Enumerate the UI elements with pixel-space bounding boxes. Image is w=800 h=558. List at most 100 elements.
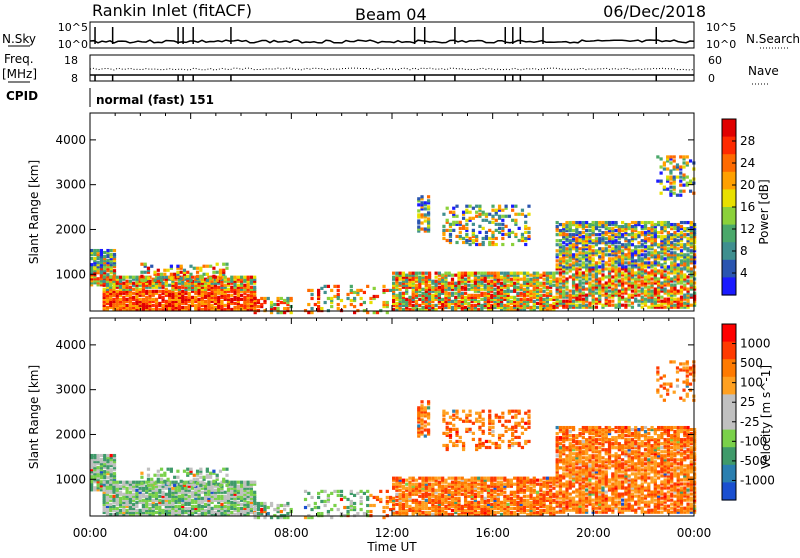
power-rti-cell <box>666 175 669 178</box>
power-rti-cell <box>186 271 189 274</box>
power-rti-cell <box>237 276 240 279</box>
power-rti-cell <box>212 267 215 270</box>
velocity-rti-cell <box>194 505 197 508</box>
power-rti-cell <box>686 237 689 240</box>
power-rti-cell <box>631 302 634 305</box>
power-rti-cell <box>103 255 106 258</box>
velocity-rti-cell <box>160 474 163 477</box>
velocity-rti-cell <box>212 470 215 473</box>
power-rti-cell <box>337 285 340 288</box>
power-rti-cell <box>180 271 183 274</box>
power-rti-cell <box>202 273 205 276</box>
power-rti-cell <box>647 251 650 254</box>
power-rti-cell <box>501 223 504 226</box>
power-rti-cell <box>488 229 491 232</box>
power-rti-cell <box>103 288 106 291</box>
power-rti-cell <box>514 213 517 216</box>
power-rti-cell <box>631 289 634 292</box>
power-rti-cell <box>539 282 542 285</box>
power-rti-cell <box>650 261 653 264</box>
power-rti-cell <box>510 300 513 303</box>
power-rti-cell <box>158 290 161 293</box>
velocity-rti-cell <box>163 472 166 475</box>
power-rti-cell <box>451 300 454 303</box>
power-rti-cell <box>196 267 199 270</box>
power-rti-cell <box>693 285 696 288</box>
velocity-rti-cell <box>135 481 138 484</box>
velocity-rti-cell <box>222 478 225 481</box>
power-rti-cell <box>660 171 663 174</box>
power-rti-cell <box>644 289 647 292</box>
power-rti-cell <box>660 255 663 258</box>
power-rti-cell <box>518 213 521 216</box>
velocity-rti-cell <box>148 503 151 506</box>
power-rti-cell <box>116 276 119 279</box>
power-rti-cell <box>145 290 148 293</box>
velocity-rti-cell <box>428 511 431 514</box>
power-rti-cell <box>488 213 491 216</box>
power-rti-cell <box>455 235 458 238</box>
velocity-rti-cell <box>402 503 405 506</box>
power-rti-cell <box>556 259 559 262</box>
power-rti-cell <box>487 280 490 283</box>
velocity-rti-cell <box>139 487 142 490</box>
power-rti-cell <box>155 298 158 301</box>
nsearch-tick-bottom: 10^0 <box>706 38 736 51</box>
velocity-rti-cell <box>386 490 389 493</box>
power-rti-cell <box>511 219 514 222</box>
power-rti-cell <box>382 301 385 304</box>
power-rti-cell <box>608 300 611 303</box>
power-rti-cell <box>233 276 236 279</box>
power-rti-cell <box>611 275 614 278</box>
power-rti-cell <box>405 274 408 277</box>
power-rti-cell <box>369 301 372 304</box>
velocity-rti-cell <box>415 483 418 486</box>
power-rti-cell <box>140 279 143 282</box>
power-rti-cell <box>220 300 223 303</box>
velocity-rti-cell <box>392 497 395 500</box>
power-rti-cell <box>353 291 356 294</box>
power-rti-cell <box>527 213 530 216</box>
velocity-rti-cell <box>307 492 310 495</box>
power-rti-cell <box>386 289 389 292</box>
power-rti-cell <box>673 223 676 226</box>
power-rti-cell <box>424 227 427 230</box>
power-rti-cell <box>521 233 524 236</box>
velocity-rti-cell <box>158 489 161 492</box>
power-rti-cell <box>647 245 650 248</box>
velocity-rti-cell <box>153 474 156 477</box>
power-rti-cell <box>100 249 103 252</box>
power-rti-cell <box>565 221 568 224</box>
power-rti-cell <box>510 306 513 309</box>
power-rti-cell <box>320 287 323 290</box>
power-rti-cell <box>199 267 202 270</box>
power-rti-cell <box>457 300 460 303</box>
power-rti-cell <box>611 227 614 230</box>
velocity-rti-cell <box>109 491 112 494</box>
power-colorbar-band-4 <box>722 189 736 207</box>
power-rti-cell <box>690 267 693 270</box>
power-rti-cell <box>485 219 488 222</box>
velocity-rti-cell <box>125 481 128 484</box>
power-rti-cell <box>464 278 467 281</box>
power-rti-cell <box>667 271 670 274</box>
power-rti-cell <box>373 287 376 290</box>
power-rti-cell <box>565 233 568 236</box>
power-rti-cell <box>129 280 132 283</box>
power-rti-cell <box>578 257 581 260</box>
power-rti-cell <box>431 286 434 289</box>
power-rti-cell <box>485 231 488 234</box>
velocity-rti-cell <box>180 480 183 483</box>
power-rti-cell <box>679 184 682 187</box>
power-rti-cell <box>498 215 501 218</box>
power-rti-cell <box>677 247 680 250</box>
velocity-rti-cell <box>147 478 150 481</box>
velocity-rti-cell <box>237 507 240 510</box>
power-rti-cell <box>585 233 588 236</box>
power-rti-cell <box>641 257 644 260</box>
power-rti-cell <box>598 265 601 268</box>
power-rti-cell <box>427 195 430 198</box>
power-rti-cell <box>337 303 340 306</box>
power-rti-cell <box>314 303 317 306</box>
power-rti-cell <box>452 229 455 232</box>
